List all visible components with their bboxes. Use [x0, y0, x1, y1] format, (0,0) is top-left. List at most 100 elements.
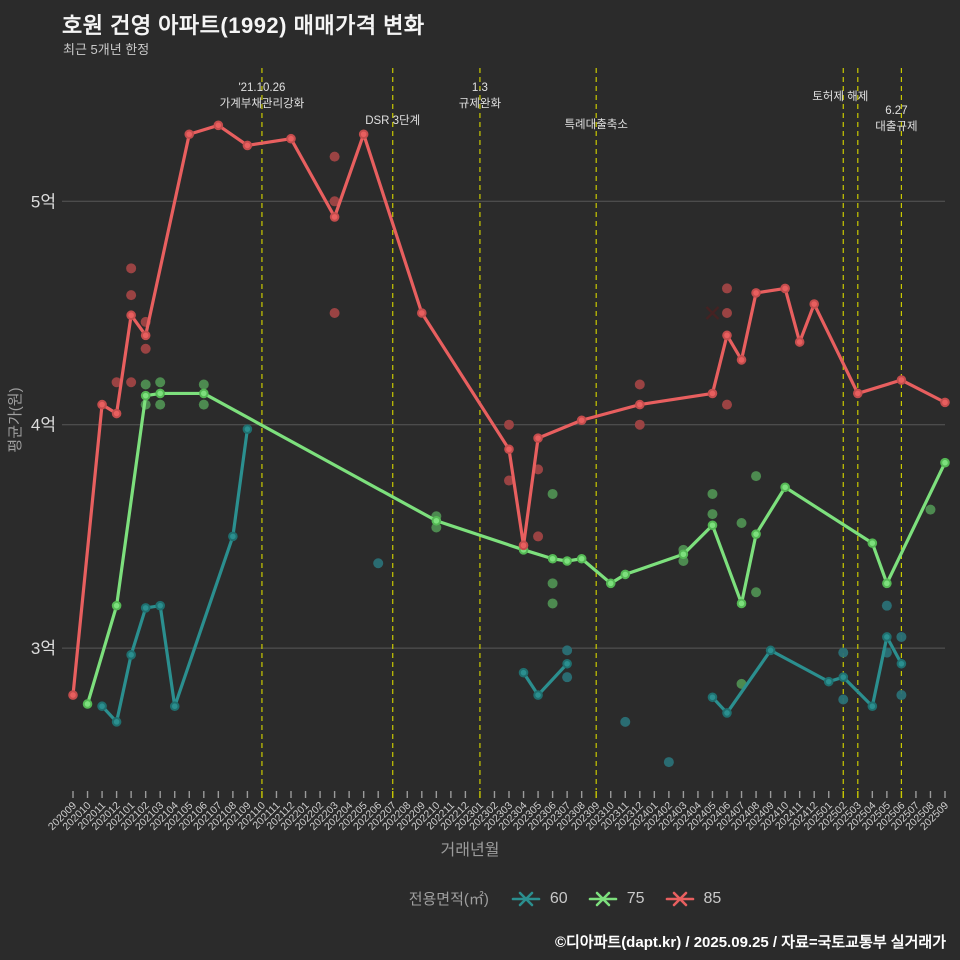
- deal-dot-60: [896, 631, 907, 642]
- deal-dot-85: [329, 151, 340, 162]
- event-annotation: 가계부채관리강화: [220, 97, 305, 110]
- deal-dot-75: [736, 518, 747, 529]
- deal-dot-60: [896, 690, 907, 701]
- deal-dot-85: [140, 343, 151, 354]
- line-vertex-85: [794, 337, 805, 347]
- line-vertex-75: [140, 390, 151, 401]
- legend-label: 75: [626, 889, 645, 907]
- line-vertex-75: [780, 482, 790, 493]
- line-vertex-85: [111, 408, 122, 419]
- line-vertex-85: [184, 129, 195, 140]
- deal-dot-75: [198, 379, 209, 390]
- line-vertex-85: [329, 212, 340, 222]
- deal-dot-75: [140, 379, 151, 390]
- line-vertex-85: [576, 415, 587, 426]
- line-vertex-85: [736, 355, 747, 365]
- deal-dot-85: [634, 419, 645, 430]
- line-vertex-85: [286, 133, 296, 144]
- line-vertex-60: [867, 701, 878, 712]
- deal-dot-85: [722, 399, 732, 410]
- line-vertex-60: [97, 701, 107, 712]
- deal-dot-85: [329, 307, 340, 318]
- line-vertex-85: [533, 433, 543, 443]
- deal-dot-75: [925, 504, 936, 515]
- deal-dot-75: [678, 555, 689, 566]
- deal-dot-85: [504, 475, 514, 486]
- legend-item-85: 85: [665, 890, 721, 908]
- deal-dot-75: [155, 377, 166, 388]
- y-tick-label: 5억: [31, 192, 56, 211]
- line-vertex-85: [417, 308, 427, 318]
- legend-label: 60: [549, 889, 568, 907]
- line-vertex-60: [722, 708, 732, 718]
- line-vertex-75: [940, 457, 950, 468]
- price-line-60: [100, 427, 249, 724]
- deal-dot-75: [547, 488, 558, 499]
- line-vertex-75: [199, 388, 209, 399]
- line-vertex-60: [533, 690, 543, 700]
- deal-dot-75: [707, 509, 718, 520]
- line-vertex-60: [882, 632, 892, 642]
- x-axis-title: 거래년월: [440, 842, 500, 859]
- deal-dot-60: [881, 600, 892, 611]
- line-vertex-60: [140, 603, 151, 613]
- event-annotation: DSR 3단계: [365, 114, 420, 127]
- line-vertex-75: [155, 388, 165, 399]
- line-vertex-60: [518, 667, 529, 678]
- line-vertex-60: [823, 676, 834, 687]
- deal-dot-60: [373, 558, 384, 569]
- line-vertex-85: [722, 330, 732, 341]
- y-tick-label: 3억: [31, 639, 56, 658]
- event-annotation: 토허제 해제: [812, 90, 868, 103]
- legend-item-60: 60: [511, 890, 568, 908]
- deal-dot-85: [504, 419, 514, 430]
- deal-dot-60: [562, 672, 573, 683]
- line-vertex-85: [707, 388, 718, 399]
- line-vertex-85: [242, 140, 253, 151]
- line-vertex-75: [82, 699, 93, 709]
- line-vertex-85: [68, 690, 78, 700]
- deal-dot-75: [751, 587, 762, 598]
- deal-dot-75: [547, 578, 558, 589]
- line-vertex-85: [126, 310, 136, 321]
- line-vertex-85: [940, 397, 950, 408]
- line-vertex-85: [358, 129, 369, 140]
- deal-dot-60: [663, 757, 674, 768]
- deal-dot-60: [838, 647, 849, 658]
- deal-dot-85: [722, 283, 732, 294]
- footer-credit: ©디아파트(dapt.kr) / 2025.09.25 / 자료=국토교통부 실…: [554, 934, 946, 951]
- deal-dot-85: [111, 377, 122, 388]
- line-vertex-85: [635, 399, 645, 410]
- legend-title: 전용면적(㎡): [408, 891, 489, 908]
- price-line-60: [521, 662, 569, 697]
- line-vertex-75: [678, 549, 689, 560]
- line-vertex-85: [809, 299, 820, 309]
- deal-dot-75: [198, 399, 209, 410]
- legend-marker-icon: [588, 891, 618, 906]
- line-vertex-85: [97, 399, 107, 410]
- deal-dot-85: [126, 290, 137, 301]
- line-vertex-85: [896, 375, 907, 385]
- deal-dot-75: [547, 598, 558, 609]
- line-vertex-60: [765, 645, 776, 656]
- deal-dot-75: [751, 471, 762, 482]
- line-vertex-60: [242, 424, 253, 434]
- line-vertex-75: [576, 553, 587, 564]
- event-annotation: 6.27: [885, 105, 907, 117]
- deal-dot-85: [126, 377, 137, 388]
- line-vertex-75: [867, 538, 878, 548]
- deal-dot-85: [329, 196, 340, 207]
- line-vertex-60: [896, 658, 907, 669]
- line-vertex-60: [169, 701, 180, 712]
- line-vertex-75: [707, 520, 718, 531]
- legend-marker-icon: [511, 891, 541, 906]
- legend-marker-icon: [665, 891, 694, 906]
- line-vertex-85: [780, 283, 790, 294]
- price-line-60: [710, 635, 904, 715]
- event-annotation: 1.3: [472, 82, 488, 94]
- deal-dot-85: [634, 379, 645, 390]
- line-vertex-75: [431, 515, 442, 526]
- deal-dot-85: [533, 531, 544, 542]
- line-vertex-75: [882, 578, 892, 589]
